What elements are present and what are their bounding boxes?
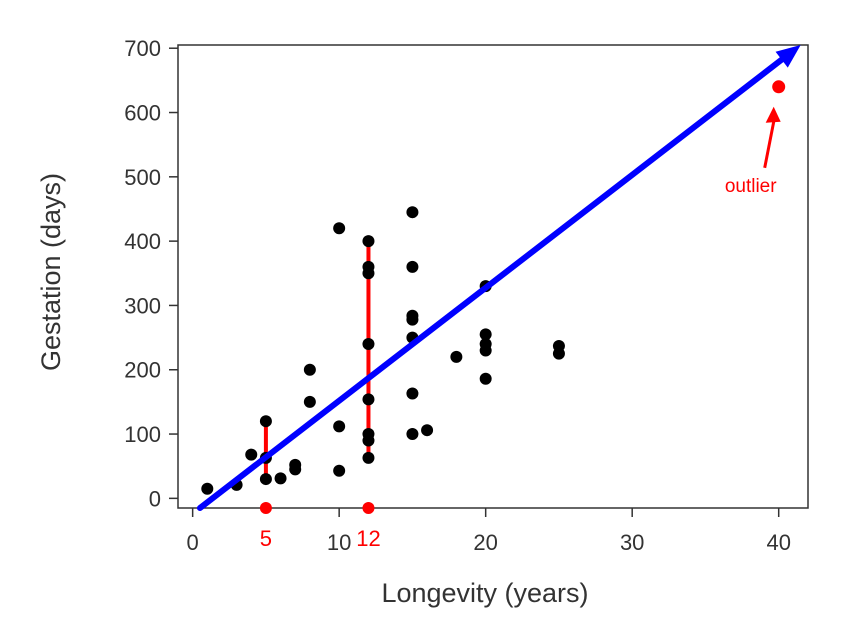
plot-area-border — [177, 44, 809, 509]
plot-frame — [177, 44, 809, 509]
data-point — [259, 473, 272, 486]
y-tick-label: 700 — [124, 36, 161, 61]
data-point — [362, 235, 375, 248]
trend-line-layer — [196, 45, 801, 511]
data-point — [245, 448, 258, 461]
data-point — [479, 328, 492, 341]
y-tick-label: 600 — [124, 101, 161, 126]
x-tick-label: 0 — [187, 530, 199, 555]
data-point — [406, 428, 419, 441]
data-point — [333, 222, 346, 235]
data-point — [362, 451, 375, 464]
x-marker-dot — [362, 502, 375, 514]
x-marker-dot — [259, 502, 272, 514]
x-tick-label: 40 — [766, 530, 790, 555]
y-tick-label: 200 — [124, 358, 161, 383]
data-point — [450, 350, 463, 363]
y-tick-label: 400 — [124, 229, 161, 254]
y-tick-label: 0 — [149, 486, 161, 511]
data-point — [552, 347, 565, 360]
data-points — [201, 206, 565, 495]
y-tick-label: 300 — [124, 293, 161, 318]
data-point — [259, 415, 272, 428]
data-point — [333, 464, 346, 477]
data-point — [362, 338, 375, 351]
data-point — [406, 260, 419, 273]
y-tick-label: 100 — [124, 422, 161, 447]
data-point — [421, 424, 434, 437]
y-axis-title: Gestation (days) — [36, 173, 66, 371]
x-tick-label: 30 — [620, 530, 644, 555]
data-point — [362, 267, 375, 280]
data-point — [362, 434, 375, 447]
data-point — [479, 372, 492, 385]
data-point — [406, 206, 419, 219]
x-tick-label: 10 — [327, 530, 351, 555]
data-point — [333, 420, 346, 433]
data-point — [289, 458, 302, 471]
outlier-label: outlier — [725, 176, 777, 197]
data-point — [303, 395, 316, 408]
data-point — [406, 313, 419, 326]
outlier-point — [772, 80, 786, 94]
outlier-arrow-head — [765, 106, 781, 123]
outlier-arrow-shaft — [763, 116, 777, 169]
x-marker-label: 5 — [260, 526, 272, 551]
x-marker-label: 12 — [356, 526, 380, 551]
x-axis-title: Longevity (years) — [381, 578, 588, 608]
data-point — [201, 482, 214, 495]
data-point — [303, 363, 316, 376]
data-point — [274, 472, 287, 485]
annotations: outlier 5 12 — [259, 80, 786, 551]
x-tick-label: 20 — [473, 530, 497, 555]
data-point — [362, 393, 375, 406]
trend-line-arrowhead — [775, 45, 801, 68]
data-point — [406, 387, 419, 400]
y-tick-label: 500 — [124, 165, 161, 190]
trend-line — [196, 56, 785, 511]
data-point — [479, 344, 492, 357]
